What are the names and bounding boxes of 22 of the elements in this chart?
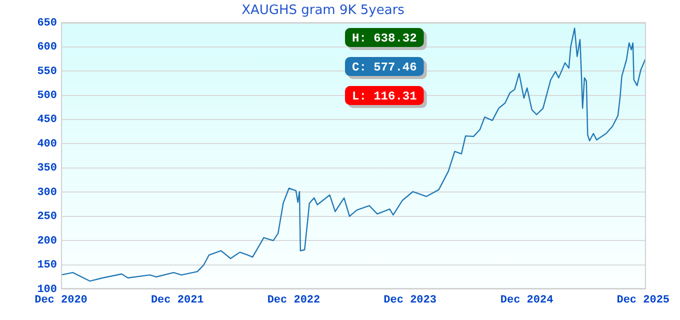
y-tick-label: 550 xyxy=(37,66,57,78)
y-tick-label: 650 xyxy=(37,17,57,30)
y-tick-label: 300 xyxy=(37,186,57,199)
chart-title: XAUGHS gram 9K 5years xyxy=(242,3,405,18)
y-tick-label: 400 xyxy=(37,138,57,150)
x-tick-label: Dec 2025 xyxy=(616,294,670,306)
x-tick-label: Dec 2022 xyxy=(267,294,320,306)
y-tick-label: 100 xyxy=(37,284,57,296)
annotation: C: 577.46 xyxy=(352,60,417,75)
y-tick-label: 150 xyxy=(37,260,57,272)
annotation: L: 116.31 xyxy=(352,90,417,104)
y-tick-label: 500 xyxy=(37,90,57,102)
y-tick-label: 250 xyxy=(37,211,57,224)
annotation: H: 638.32 xyxy=(352,32,417,46)
x-tick-label: Dec 2023 xyxy=(384,294,437,306)
y-tick-label: 350 xyxy=(37,162,57,175)
x-tick-label: Dec 2024 xyxy=(500,294,554,306)
y-tick-label: 450 xyxy=(37,114,57,126)
x-tick-label: Dec 2021 xyxy=(150,294,204,306)
y-tick-label: 600 xyxy=(37,42,57,54)
y-tick-label: 200 xyxy=(37,235,57,248)
x-tick-label: Dec 2020 xyxy=(34,294,88,306)
